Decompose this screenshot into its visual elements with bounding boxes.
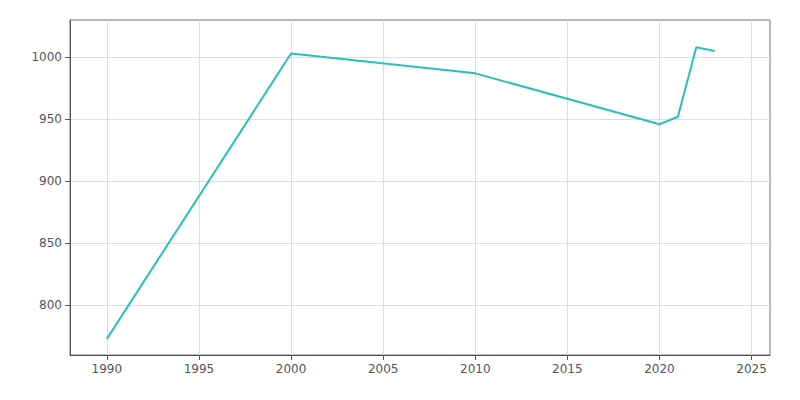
svg-text:2020: 2020 [644,362,675,376]
svg-text:1995: 1995 [184,362,215,376]
svg-text:850: 850 [39,236,62,250]
svg-text:2015: 2015 [552,362,583,376]
svg-text:800: 800 [39,298,62,312]
svg-text:900: 900 [39,174,62,188]
svg-text:2000: 2000 [276,362,307,376]
svg-text:1000: 1000 [31,50,62,64]
svg-text:2005: 2005 [368,362,399,376]
svg-text:2025: 2025 [736,362,767,376]
svg-text:2010: 2010 [460,362,491,376]
svg-text:1990: 1990 [92,362,123,376]
svg-text:950: 950 [39,112,62,126]
